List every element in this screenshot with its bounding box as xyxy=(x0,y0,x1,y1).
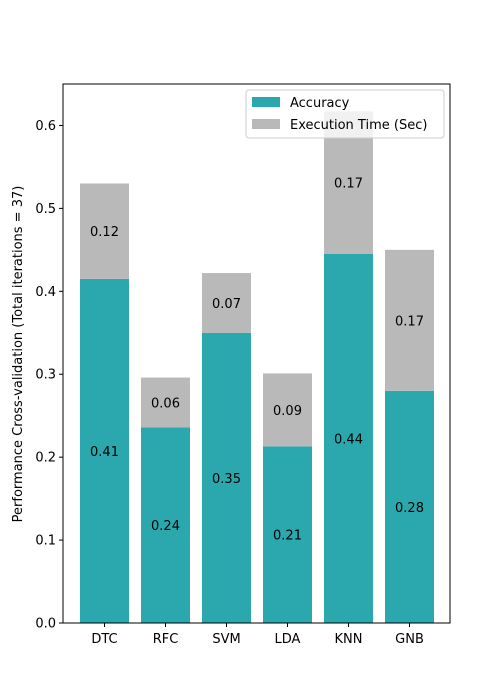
x-tick-label-dtc: DTC xyxy=(91,632,117,647)
legend-box xyxy=(245,89,445,139)
bar-svm-accuracy xyxy=(202,332,251,623)
bar-svm-execution-time xyxy=(202,273,251,333)
bars xyxy=(80,111,434,623)
bar-lda-execution-time xyxy=(263,373,312,447)
y-tick-label: 0.3 xyxy=(35,368,56,383)
legend-label-accuracy: Accuracy xyxy=(290,96,350,111)
legend-swatch-execution-time xyxy=(252,119,280,129)
legend: Accuracy Execution Time (Sec) xyxy=(245,89,445,139)
bar-label-knn-execution-time: 0.17 xyxy=(334,177,363,192)
plot-frame xyxy=(62,83,451,624)
y-axis-label: Performance Cross-validation (Total iter… xyxy=(11,186,26,523)
bar-label-dtc-accuracy: 0.41 xyxy=(90,445,119,460)
x-tick-label-svm: SVM xyxy=(212,632,240,647)
y-tick-label: 0.6 xyxy=(35,119,56,134)
bar-labels: 0.41 0.12 0.24 0.06 0.35 0.07 0.21 0.09 0.44 0.17… xyxy=(90,177,424,544)
bar-dtc-accuracy xyxy=(80,278,129,623)
bar-label-dtc-execution-time: 0.12 xyxy=(90,225,119,240)
bar-label-svm-execution-time: 0.07 xyxy=(212,297,241,312)
bar-label-lda-execution-time: 0.09 xyxy=(273,404,302,419)
bar-label-knn-accuracy: 0.44 xyxy=(334,432,363,447)
y-tick-label: 0.4 xyxy=(35,285,56,300)
y-tick-label: 0.5 xyxy=(35,202,56,217)
bar-knn-accuracy xyxy=(324,253,373,623)
x-tick-label-gnb: GNB xyxy=(395,632,424,647)
bar-dtc-execution-time xyxy=(80,183,129,279)
y-axis-ticks: 0.0 0.1 0.2 0.3 0.4 0.5 0.6 xyxy=(35,119,63,632)
bar-label-rfc-accuracy: 0.24 xyxy=(151,519,180,534)
bar-label-svm-accuracy: 0.35 xyxy=(212,472,241,487)
bar-rfc-execution-time xyxy=(141,377,190,428)
x-axis-ticks: DTC RFC SVM LDA KNN GNB xyxy=(91,623,424,647)
bar-label-lda-accuracy: 0.21 xyxy=(273,529,302,544)
bar-label-rfc-execution-time: 0.06 xyxy=(151,396,180,411)
bar-rfc-accuracy xyxy=(141,427,190,623)
x-tick-label-knn: KNN xyxy=(335,632,363,647)
legend-swatch-accuracy xyxy=(252,97,280,107)
bar-gnb-execution-time xyxy=(385,249,434,391)
legend-label-execution-time: Execution Time (Sec) xyxy=(290,118,427,133)
x-tick-label-lda: LDA xyxy=(275,632,301,647)
y-tick-label: 0.0 xyxy=(35,617,56,632)
y-tick-label: 0.2 xyxy=(35,451,56,466)
y-tick-label: 0.1 xyxy=(35,534,56,549)
x-tick-label-rfc: RFC xyxy=(153,632,179,647)
bar-lda-accuracy xyxy=(263,446,312,623)
bar-gnb-accuracy xyxy=(385,390,434,623)
bar-label-gnb-execution-time: 0.17 xyxy=(395,314,424,329)
bar-label-gnb-accuracy: 0.28 xyxy=(395,501,424,516)
